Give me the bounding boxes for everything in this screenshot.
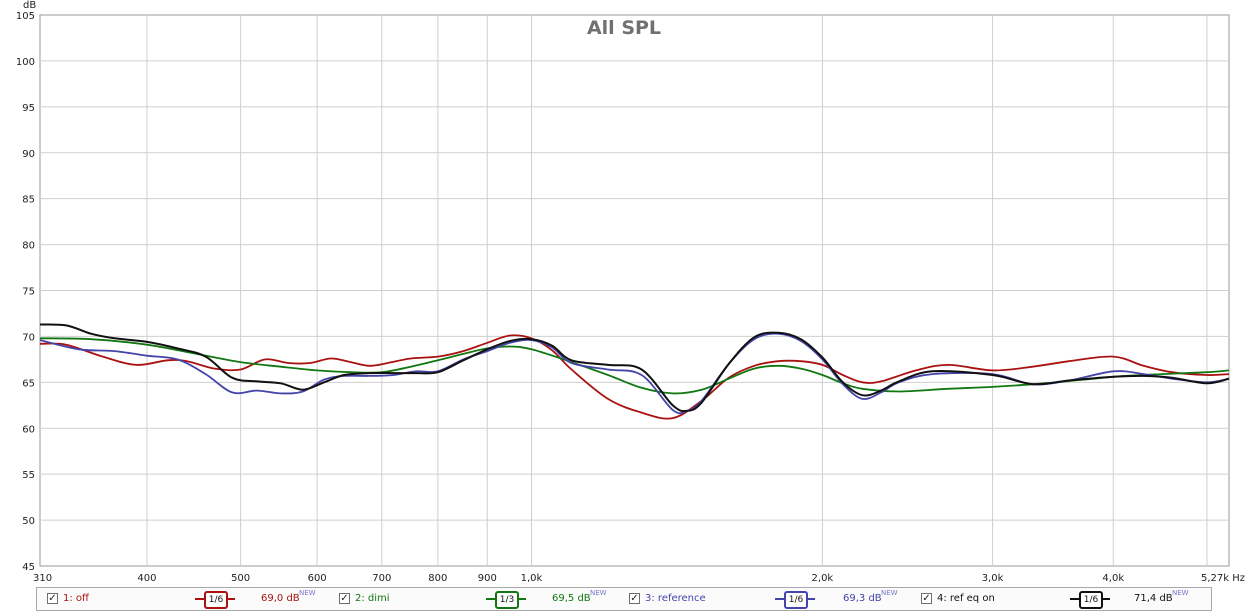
legend-label-2: 2: dimi <box>355 593 390 604</box>
x-tick-label: 700 <box>372 573 391 584</box>
chart-title: All SPL <box>587 17 661 39</box>
y-tick-label: 95 <box>22 103 35 114</box>
y-tick-label: 90 <box>22 149 35 160</box>
smoothing-selector-4[interactable]: 1/6 <box>1070 590 1110 609</box>
legend-level-3: 69,3 dB <box>843 593 882 604</box>
x-tick-label: 4,0k <box>1102 573 1124 584</box>
x-tick-labels: 310 400 500 600 700 800 900 1,0k 2,0k 3,0k 4,0k 5,2… <box>33 573 1245 584</box>
series-line-4 <box>39 323 1230 413</box>
y-tick-label: 45 <box>22 562 35 573</box>
legend-new-tag-3: NEW <box>881 589 898 597</box>
y-tick-label: 60 <box>22 424 35 435</box>
legend-entry-2: ✓ 2: dimi 1/3 69,5 dB NEW <box>329 588 621 610</box>
y-tick-label: 85 <box>22 195 35 206</box>
legend-entry-3: ✓ 3: reference 1/6 69,3 dB NEW <box>620 588 915 610</box>
smoothing-selector-3[interactable]: 1/6 <box>775 590 815 609</box>
legend-level-4: 71,4 dB <box>1134 593 1173 604</box>
x-tick-label: 2,0k <box>812 573 834 584</box>
legend-checkbox-3[interactable]: ✓ <box>629 593 640 604</box>
y-axis-unit: dB <box>23 0 36 11</box>
legend-level-1: 69,0 dB <box>261 593 300 604</box>
legend-checkbox-1[interactable]: ✓ <box>47 593 58 604</box>
x-tick-label: 800 <box>428 573 447 584</box>
y-tick-label: 80 <box>22 241 35 252</box>
x-tick-label: 600 <box>308 573 327 584</box>
x-tick-label: 5,27k Hz <box>1201 573 1245 584</box>
y-tick-label: 75 <box>22 287 35 298</box>
legend-entry-4: ✓ 4: ref eq on 1/6 71,4 dB NEW <box>912 588 1211 610</box>
y-tick-label: 65 <box>22 378 35 389</box>
series-line-1 <box>39 334 1230 420</box>
legend-new-tag-1: NEW <box>299 589 316 597</box>
smoothing-label-3: 1/6 <box>784 591 808 609</box>
legend-label-1: 1: off <box>63 593 89 604</box>
smoothing-label-1: 1/6 <box>204 591 228 609</box>
legend-label-4: 4: ref eq on <box>937 593 995 604</box>
legend-label-3: 3: reference <box>645 593 706 604</box>
y-tick-label: 70 <box>22 332 35 343</box>
legend-checkbox-4[interactable]: ✓ <box>921 593 932 604</box>
x-tick-label: 900 <box>478 573 497 584</box>
y-tick-label: 55 <box>22 470 35 481</box>
legend-level-2: 69,5 dB <box>552 593 591 604</box>
y-tick-label: 105 <box>16 11 35 22</box>
legend-new-tag-4: NEW <box>1172 589 1189 597</box>
series-lines <box>39 323 1230 420</box>
legend-bar: ✓ 1: off 1/6 69,0 dB NEW ✓ 2: dimi 1/3 6… <box>36 587 1212 611</box>
smoothing-selector-1[interactable]: 1/6 <box>195 590 235 609</box>
chart-area: 45 50 55 60 65 70 75 80 85 90 95 100 105 310 400 500 60… <box>16 0 1245 584</box>
x-tick-label: 1,0k <box>521 573 543 584</box>
smoothing-selector-2[interactable]: 1/3 <box>486 590 526 609</box>
x-tick-label: 500 <box>231 573 250 584</box>
series-line-2 <box>39 337 1230 395</box>
y-tick-label: 100 <box>16 57 35 68</box>
legend-new-tag-2: NEW <box>590 589 607 597</box>
x-tick-label: 400 <box>137 573 156 584</box>
y-tick-label: 50 <box>22 516 35 527</box>
legend-checkbox-2[interactable]: ✓ <box>339 593 350 604</box>
x-tick-label: 3,0k <box>982 573 1004 584</box>
y-tick-labels: 45 50 55 60 65 70 75 80 85 90 95 100 105 <box>16 11 35 573</box>
x-tick-label: 310 <box>33 573 52 584</box>
smoothing-label-4: 1/6 <box>1079 591 1103 609</box>
grid-lines <box>40 15 1229 566</box>
legend-entry-1: ✓ 1: off 1/6 69,0 dB NEW <box>37 588 332 610</box>
smoothing-label-2: 1/3 <box>495 591 519 609</box>
